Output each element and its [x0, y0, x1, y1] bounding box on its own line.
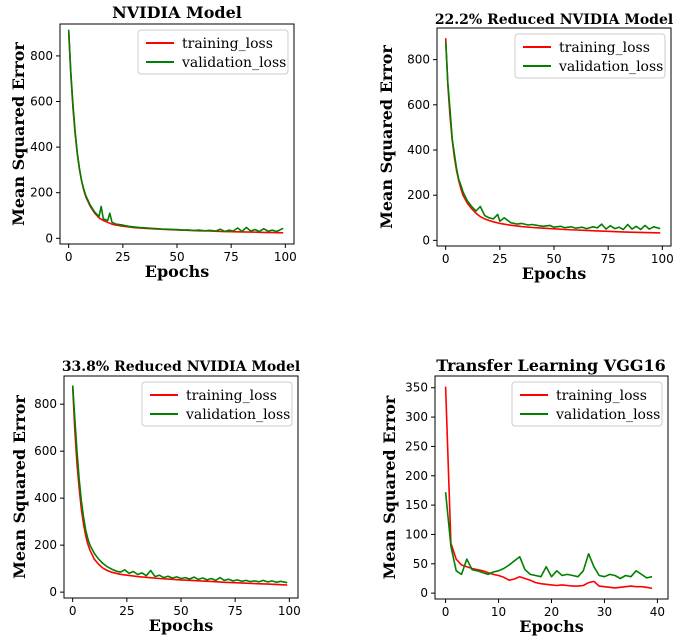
legend-box: [141, 381, 293, 427]
x-tick-label: 0: [442, 252, 450, 266]
legend-entry: validation_loss: [185, 407, 290, 423]
y-tick-label: 0: [49, 585, 57, 599]
y-tick-label: 0: [420, 586, 428, 600]
legend: training_loss validation_loss: [514, 33, 666, 79]
y-axis-label: Mean Squared Error: [9, 42, 28, 226]
legend-entry: training_loss: [182, 36, 273, 52]
y-tick-label: 350: [405, 381, 428, 395]
x-tick-label: 50: [546, 252, 561, 266]
legend-box: [514, 33, 666, 79]
y-tick-label: 400: [407, 143, 430, 157]
y-tick-label: 600: [30, 95, 53, 109]
legend: training_loss validation_loss: [137, 29, 289, 75]
legend-entry: training_loss: [559, 40, 650, 56]
legend: training_loss validation_loss: [141, 381, 293, 427]
chart-panel-nvidia: NVIDIA Model 0 25 50 75 100 0 200 400 600 800 Epoch…: [9, 3, 297, 281]
chart-panel-reduced-22: 22.2% Reduced NVIDIA Model 0 25 50 75 100 0 200…: [377, 12, 674, 283]
y-tick-label: 50: [413, 557, 428, 571]
chart-title: Transfer Learning VGG16: [436, 356, 666, 375]
legend-entry: training_loss: [556, 388, 647, 404]
legend-entry: validation_loss: [558, 59, 663, 75]
x-axis-label: Epochs: [145, 262, 209, 281]
legend: training_loss validation_loss: [511, 381, 663, 427]
y-tick-label: 400: [34, 491, 57, 505]
x-tick-label: 100: [278, 604, 301, 618]
x-tick-label: 20: [544, 605, 559, 619]
x-tick-label: 50: [173, 604, 188, 618]
chart-title: 22.2% Reduced NVIDIA Model: [435, 12, 673, 28]
x-tick-label: 75: [601, 252, 616, 266]
x-tick-label: 100: [274, 250, 297, 264]
y-axis-label: Mean Squared Error: [10, 395, 29, 579]
series-line-validation-loss: [444, 492, 653, 580]
legend-box: [511, 381, 663, 427]
y-axis-label: Mean Squared Error: [377, 45, 396, 229]
series-line-validation-loss: [71, 385, 288, 584]
legend-entry: validation_loss: [181, 55, 286, 71]
y-tick-label: 200: [34, 538, 57, 552]
y-tick-label: 200: [30, 186, 53, 200]
legend-box: [137, 29, 289, 75]
x-tick-label: 10: [491, 605, 506, 619]
x-tick-label: 30: [597, 605, 612, 619]
chart-panel-vgg16: Transfer Learning VGG16 0 10 20 30 40 0 50 100 15…: [380, 356, 669, 636]
chart-title: 33.8% Reduced NVIDIA Model: [62, 359, 300, 375]
x-tick-label: 25: [492, 252, 507, 266]
legend-entry: training_loss: [186, 388, 277, 404]
series-line-validation-loss: [67, 29, 284, 233]
x-tick-label: 0: [65, 250, 73, 264]
y-tick-label: 200: [405, 469, 428, 483]
y-tick-label: 150: [405, 498, 428, 512]
series-line-validation-loss: [444, 41, 661, 231]
y-axis-label: Mean Squared Error: [380, 395, 399, 579]
x-tick-label: 75: [224, 250, 239, 264]
x-tick-label: 40: [650, 605, 665, 619]
x-axis-label: Epochs: [522, 264, 586, 283]
x-tick-label: 0: [442, 605, 450, 619]
y-tick-label: 400: [30, 140, 53, 154]
x-tick-label: 50: [169, 250, 184, 264]
chart-title: NVIDIA Model: [112, 3, 242, 22]
y-tick-label: 100: [405, 527, 428, 541]
x-tick-label: 25: [119, 604, 134, 618]
y-tick-label: 800: [30, 49, 53, 63]
y-tick-label: 600: [407, 98, 430, 112]
y-tick-label: 250: [405, 439, 428, 453]
x-tick-label: 0: [69, 604, 77, 618]
x-tick-label: 100: [651, 252, 674, 266]
y-tick-label: 0: [422, 233, 430, 247]
x-tick-label: 75: [228, 604, 243, 618]
y-tick-label: 800: [34, 397, 57, 411]
chart-panel-reduced-33: 33.8% Reduced NVIDIA Model 0 25 50 75 100 0 200…: [10, 359, 301, 635]
y-tick-label: 800: [407, 53, 430, 67]
y-tick-label: 300: [405, 410, 428, 424]
series-line-training-loss: [444, 386, 653, 590]
legend-entry: validation_loss: [555, 407, 660, 423]
y-tick-label: 0: [45, 231, 53, 245]
x-axis-label: Epochs: [149, 616, 213, 635]
y-tick-label: 200: [407, 188, 430, 202]
x-axis-label: Epochs: [519, 617, 583, 636]
series-line-training-loss: [71, 386, 288, 586]
x-tick-label: 25: [115, 250, 130, 264]
y-tick-label: 600: [34, 444, 57, 458]
